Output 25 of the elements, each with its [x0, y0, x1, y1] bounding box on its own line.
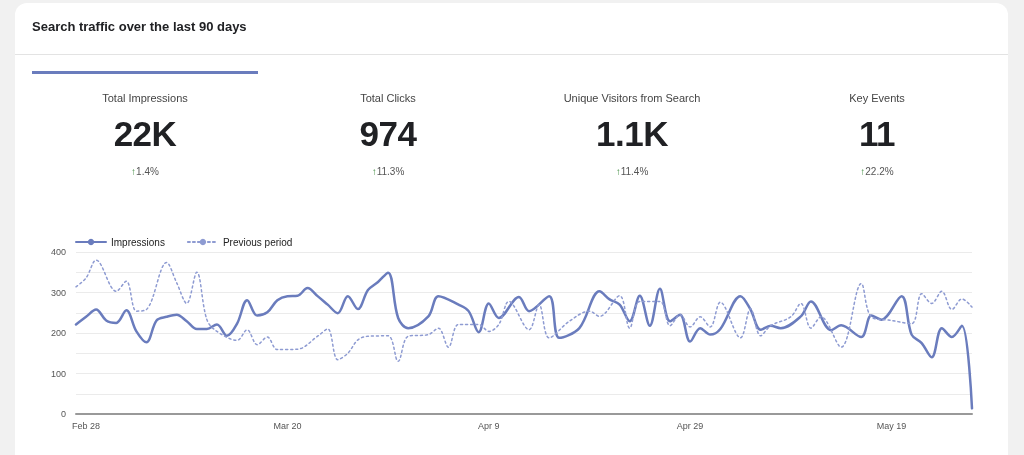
x-tick-label: Mar 20	[273, 420, 302, 431]
legend-label: Impressions	[111, 236, 165, 248]
text: ↑11.3%	[371, 166, 405, 177]
y-tick-label: 300	[50, 287, 66, 298]
text: 974	[358, 114, 418, 155]
y-tick-label: 400	[50, 247, 66, 257]
text: Total Clicks	[359, 92, 417, 106]
text: ↑1.4%	[131, 166, 159, 177]
text: 11	[858, 114, 896, 155]
text: 1.1K	[595, 114, 669, 155]
y-tick-label: 100	[50, 368, 66, 379]
x-tick-label: Apr 29	[676, 420, 704, 431]
x-tick-label: Feb 28	[72, 420, 101, 431]
x-tick-label: Apr 9	[478, 420, 500, 431]
text: ↑11.4%	[615, 166, 649, 177]
text: 22K	[112, 114, 178, 155]
x-tick-label: May 19	[876, 420, 907, 431]
text: Unique Visitors from Search	[562, 92, 702, 106]
text: ↑22.2%	[860, 166, 894, 177]
text: Total Impressions	[101, 92, 189, 106]
text: Key Events	[848, 92, 906, 106]
text: Search traffic over the last 90 days	[32, 19, 247, 34]
y-tick-label: 0	[60, 409, 66, 419]
y-tick-label: 200	[50, 328, 66, 338]
legend-label: Previous period	[222, 236, 293, 248]
